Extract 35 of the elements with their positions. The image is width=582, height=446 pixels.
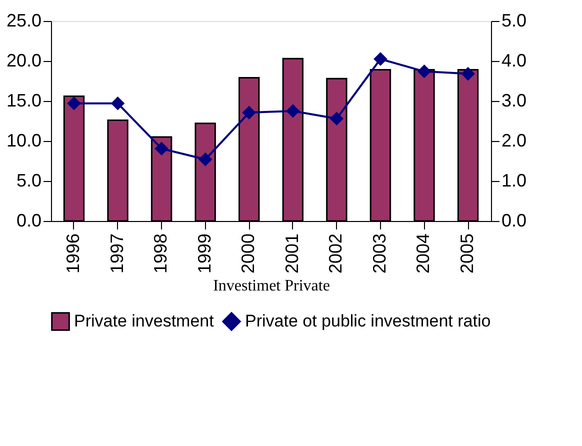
x-tick-label: 1997 — [106, 234, 127, 274]
point — [242, 106, 256, 120]
y2-tick-label: 5.0 — [502, 10, 527, 30]
point — [198, 152, 212, 166]
point — [330, 112, 344, 126]
point — [68, 96, 80, 110]
x-tick-label: 2005 — [457, 234, 478, 274]
x-tick-label: 1996 — [62, 234, 83, 274]
x-axis-title: Investimet Private — [213, 278, 330, 295]
point — [155, 142, 168, 156]
y-tick-label: 25.0 — [6, 10, 42, 30]
x-tick-label: 2001 — [282, 234, 302, 274]
x-tick-label: 2002 — [326, 234, 346, 274]
y-tick-label: 0.0 — [16, 210, 42, 230]
y2-tick-label: 2.0 — [502, 130, 527, 150]
point — [374, 52, 387, 66]
legend-label: Private investment — [74, 312, 214, 330]
y-tick-label: 5.0 — [16, 170, 42, 190]
x-tick-label: 1998 — [150, 234, 171, 274]
y2-tick-label: 4.0 — [502, 50, 527, 70]
point — [111, 96, 124, 110]
point — [286, 104, 300, 118]
point — [418, 64, 431, 78]
legend-label: Private ot public investment ratio — [245, 312, 491, 330]
y2-tick-label: 0.0 — [502, 210, 527, 230]
x-tick-label: 1999 — [194, 234, 214, 274]
y-tick-label: 15.0 — [6, 90, 42, 110]
x-tick-label: 2004 — [413, 234, 434, 274]
y2-tick-label: 1.0 — [502, 170, 527, 190]
x-tick-label: 2003 — [369, 234, 390, 274]
y-tick-label: 20.0 — [6, 50, 42, 70]
point — [462, 67, 474, 80]
y2-tick-label: 3.0 — [502, 90, 527, 110]
y-tick-label: 10.0 — [6, 130, 42, 150]
x-tick-label: 2000 — [238, 234, 258, 274]
